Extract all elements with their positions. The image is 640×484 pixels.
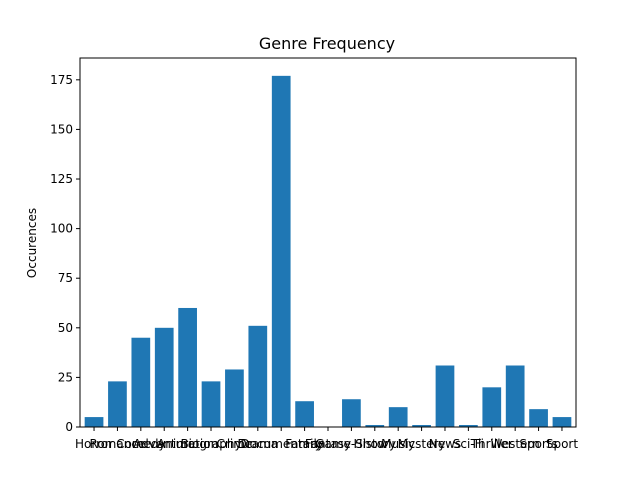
y-tick-label: 0 — [65, 420, 73, 434]
x-tick-label: Drama — [238, 437, 279, 451]
y-tick-label: 100 — [50, 222, 73, 236]
bar-crime — [225, 369, 244, 427]
x-tick-label: News — [429, 437, 461, 451]
bar-sport — [552, 417, 572, 427]
x-tick-label: Sports — [519, 437, 557, 451]
bar-adventure — [154, 327, 174, 427]
x-tick-label: Sport — [546, 437, 579, 451]
plot-frame — [79, 57, 577, 428]
y-tick-label: 25 — [58, 370, 73, 384]
bar-music — [388, 407, 408, 427]
bar-mystery — [412, 425, 431, 427]
x-tick-label: Family — [285, 437, 324, 451]
x-tick-label: Fantasy — [305, 437, 351, 451]
chart-title: Genre Frequency — [259, 34, 395, 53]
x-tick-label: Western — [491, 437, 540, 451]
x-tick-label: Mystery — [398, 437, 446, 451]
x-tick-label: Crime — [217, 437, 253, 451]
y-axis-label: Occurences — [25, 208, 39, 278]
x-tick-label: Thriller — [470, 437, 513, 451]
bar-western — [505, 365, 525, 427]
x-tick-label: Animation — [157, 437, 218, 451]
bar-sports — [529, 409, 548, 427]
x-tick-label: Horror — [75, 437, 113, 451]
x-ticks-group: HorrorRomanceComedyAdventureAnimationBio… — [75, 427, 578, 451]
bar-comedy — [131, 337, 151, 427]
bar-documentary — [271, 75, 291, 427]
y-tick-label: 175 — [50, 73, 73, 87]
bar-biography — [201, 381, 221, 427]
y-ticks-group: 0 25 50 75 100 125 150 175 — [50, 73, 80, 434]
y-tick-label: 150 — [50, 122, 73, 136]
x-tick-label: Documentary — [240, 437, 322, 451]
x-tick-label: Comedy — [116, 437, 166, 451]
x-tick-label: History — [353, 437, 396, 451]
bar-romance — [108, 381, 127, 427]
bars-group — [84, 75, 572, 427]
bar-drama — [248, 325, 268, 427]
y-tick-label: 125 — [50, 172, 73, 186]
x-tick-label: Romance — [90, 437, 146, 451]
bar-news — [435, 365, 455, 427]
bar-history — [365, 425, 385, 427]
bar-thriller — [482, 387, 502, 427]
bar-game-show — [342, 399, 361, 427]
x-tick-label: Biography — [180, 437, 241, 451]
y-tick-label: 75 — [58, 271, 73, 285]
bar-horror — [84, 417, 104, 427]
x-tick-label: Adventure — [133, 437, 195, 451]
bar-sci-fi — [459, 425, 478, 427]
x-tick-label: Game-Show — [315, 437, 388, 451]
bar-animation — [178, 307, 197, 427]
bar-family — [295, 401, 314, 427]
y-tick-label: 50 — [58, 321, 73, 335]
x-tick-label: Sci-Fi — [453, 437, 484, 451]
x-tick-label: Music — [381, 437, 415, 451]
